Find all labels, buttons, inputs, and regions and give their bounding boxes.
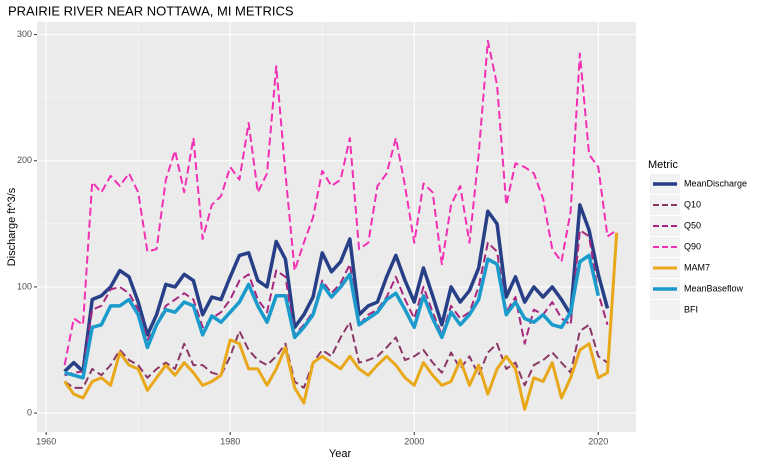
y-tick-label: 0 (27, 407, 32, 417)
y-tick-label: 100 (17, 281, 32, 291)
legend-label: MAM7 (684, 262, 710, 272)
legend-label: Q90 (684, 241, 701, 251)
legend-label: MeanDischarge (684, 178, 747, 188)
x-axis-label: Year (329, 448, 352, 460)
plot-panel (37, 22, 636, 432)
x-tick-label: 2020 (588, 436, 608, 446)
series-line (63, 232, 619, 411)
chart-title: PRAIRIE RIVER NEAR NOTTAWA, MI METRICS (8, 3, 294, 18)
series-line (64, 321, 609, 389)
x-tick-label: 1960 (36, 436, 56, 446)
legend-label: MeanBaseflow (684, 283, 744, 293)
legend-label: Q50 (684, 220, 701, 230)
y-axis-label: Discharge ft^3/s (6, 187, 18, 266)
legend-label: Q10 (684, 199, 701, 209)
y-tick-label: 300 (17, 29, 32, 39)
series-line (64, 253, 600, 380)
legend-title: Metric (648, 159, 678, 171)
series-line (63, 39, 618, 366)
x-tick-label: 2000 (404, 436, 424, 446)
x-tick-label: 1980 (220, 436, 240, 446)
y-tick-label: 200 (17, 155, 32, 165)
series-line (63, 203, 610, 374)
legend-label: BFI (684, 304, 698, 314)
